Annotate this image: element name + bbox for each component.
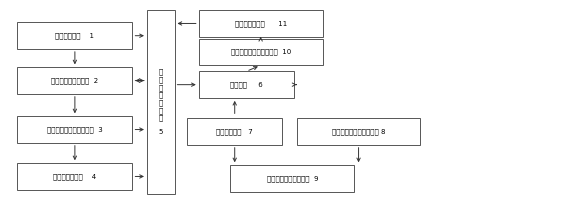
Bar	[199, 39, 323, 65]
Text: 动态显示数据交换过程  9: 动态显示数据交换过程 9	[267, 175, 318, 182]
Text: 数
据
存
储
与
读
取

5: 数 据 存 储 与 读 取 5	[158, 69, 163, 135]
Text: 显示预排序数据    4: 显示预排序数据 4	[54, 173, 96, 180]
Text: 显示已排序结果      11: 显示已排序结果 11	[234, 20, 287, 27]
Text: 修改正比较数据标签属性 8: 修改正比较数据标签属性 8	[332, 128, 385, 135]
Text: 生成显示预排序数据标签  3: 生成显示预排序数据标签 3	[47, 126, 103, 133]
Text: 数据排序     6: 数据排序 6	[230, 81, 263, 88]
Text: 修改已排序数据标签属性  10: 修改已排序数据标签属性 10	[230, 49, 291, 55]
Bar	[17, 67, 132, 94]
Bar	[297, 118, 420, 145]
Text: 随机生成预排序数据  2: 随机生成预排序数据 2	[51, 77, 98, 84]
Bar	[147, 10, 175, 194]
Text: 生成辅助标签   7: 生成辅助标签 7	[217, 128, 253, 135]
Text: 数据个数编辑    1: 数据个数编辑 1	[55, 32, 94, 39]
Bar	[17, 163, 132, 190]
Bar	[199, 71, 294, 98]
Bar	[187, 118, 282, 145]
Bar	[17, 22, 132, 49]
Bar	[17, 116, 132, 143]
Bar	[230, 165, 354, 192]
Bar	[199, 10, 323, 37]
